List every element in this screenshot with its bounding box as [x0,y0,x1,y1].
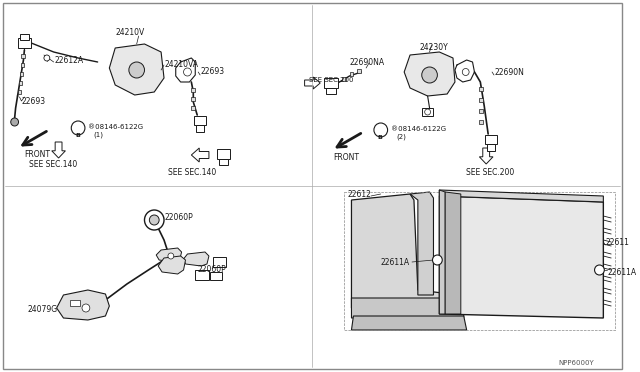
Circle shape [44,55,50,61]
Bar [70,300,80,306]
Text: SEE SEC.140: SEE SEC.140 [29,160,77,169]
Bar [213,257,227,267]
Text: 24230Y: 24230Y [420,43,449,52]
Text: 22060P: 22060P [164,213,193,222]
Circle shape [168,253,174,259]
Polygon shape [184,252,209,266]
Text: 24210VA: 24210VA [164,60,198,69]
Polygon shape [351,316,467,330]
Text: SEE SEC.140: SEE SEC.140 [168,168,216,177]
Bar [195,270,209,280]
Bar [485,135,497,144]
Bar [195,116,206,125]
Bar [22,54,26,58]
Text: ®08146-6122G: ®08146-6122G [390,126,445,132]
Text: B: B [75,133,80,138]
Bar [191,97,195,101]
Bar [342,77,346,81]
Bar [210,272,221,280]
Bar [324,78,338,88]
Circle shape [433,255,442,265]
Bar [479,87,483,91]
Text: ®08146-6122G: ®08146-6122G [88,124,143,130]
Bar [19,81,22,85]
Polygon shape [410,192,433,295]
Text: 22690N: 22690N [494,68,524,77]
Polygon shape [56,290,109,320]
Circle shape [425,109,431,115]
Circle shape [422,67,437,83]
Polygon shape [158,256,186,274]
Bar [191,88,195,92]
Circle shape [129,62,145,78]
Text: FRONT: FRONT [24,150,50,159]
Bar [479,109,483,113]
Polygon shape [305,77,320,89]
FancyBboxPatch shape [3,3,622,369]
Text: SEE SEC.200: SEE SEC.200 [466,168,514,177]
Bar [217,149,230,159]
Bar [479,98,483,102]
Bar [20,72,24,76]
Bar [487,144,495,151]
Circle shape [462,68,469,76]
Bar [20,34,29,40]
Polygon shape [109,44,164,95]
Polygon shape [351,194,459,308]
Circle shape [374,123,388,137]
Polygon shape [52,142,65,158]
Text: (1): (1) [93,131,104,138]
Bar [479,120,483,124]
Polygon shape [404,52,455,96]
Text: 24079G: 24079G [28,305,58,314]
Bar [219,159,228,165]
Text: 22690NA: 22690NA [349,58,385,67]
Text: FRONT: FRONT [333,153,360,162]
Polygon shape [439,196,604,318]
Polygon shape [479,148,493,164]
Circle shape [145,210,164,230]
Bar [196,125,204,132]
Bar [422,108,433,116]
Text: 22612A: 22612A [54,56,84,65]
Text: 22060P: 22060P [197,265,226,274]
Text: (2): (2) [396,133,406,140]
Bar [17,38,31,48]
Bar [17,90,22,94]
Text: NPP6000Y: NPP6000Y [559,360,594,366]
Polygon shape [439,190,604,202]
Bar [191,106,195,110]
Circle shape [184,68,191,76]
Bar [326,88,336,94]
Text: 24210V: 24210V [115,28,145,37]
Circle shape [71,121,85,135]
Bar [349,72,353,76]
Circle shape [149,215,159,225]
Text: B: B [378,135,383,140]
Polygon shape [191,148,209,162]
Bar [20,63,24,67]
Text: 22611A: 22611A [607,268,636,277]
Polygon shape [351,298,464,318]
Circle shape [595,265,604,275]
Polygon shape [445,192,461,314]
Text: 22693: 22693 [22,97,45,106]
Circle shape [82,304,90,312]
Polygon shape [156,248,182,262]
Text: 22611: 22611 [605,238,629,247]
Text: 22611A: 22611A [381,258,410,267]
Polygon shape [439,190,445,314]
Text: SEE SEC.200: SEE SEC.200 [310,77,354,83]
Circle shape [11,118,19,126]
Text: 22693: 22693 [200,67,224,76]
Text: 22612: 22612 [348,190,371,199]
Bar [357,69,361,73]
